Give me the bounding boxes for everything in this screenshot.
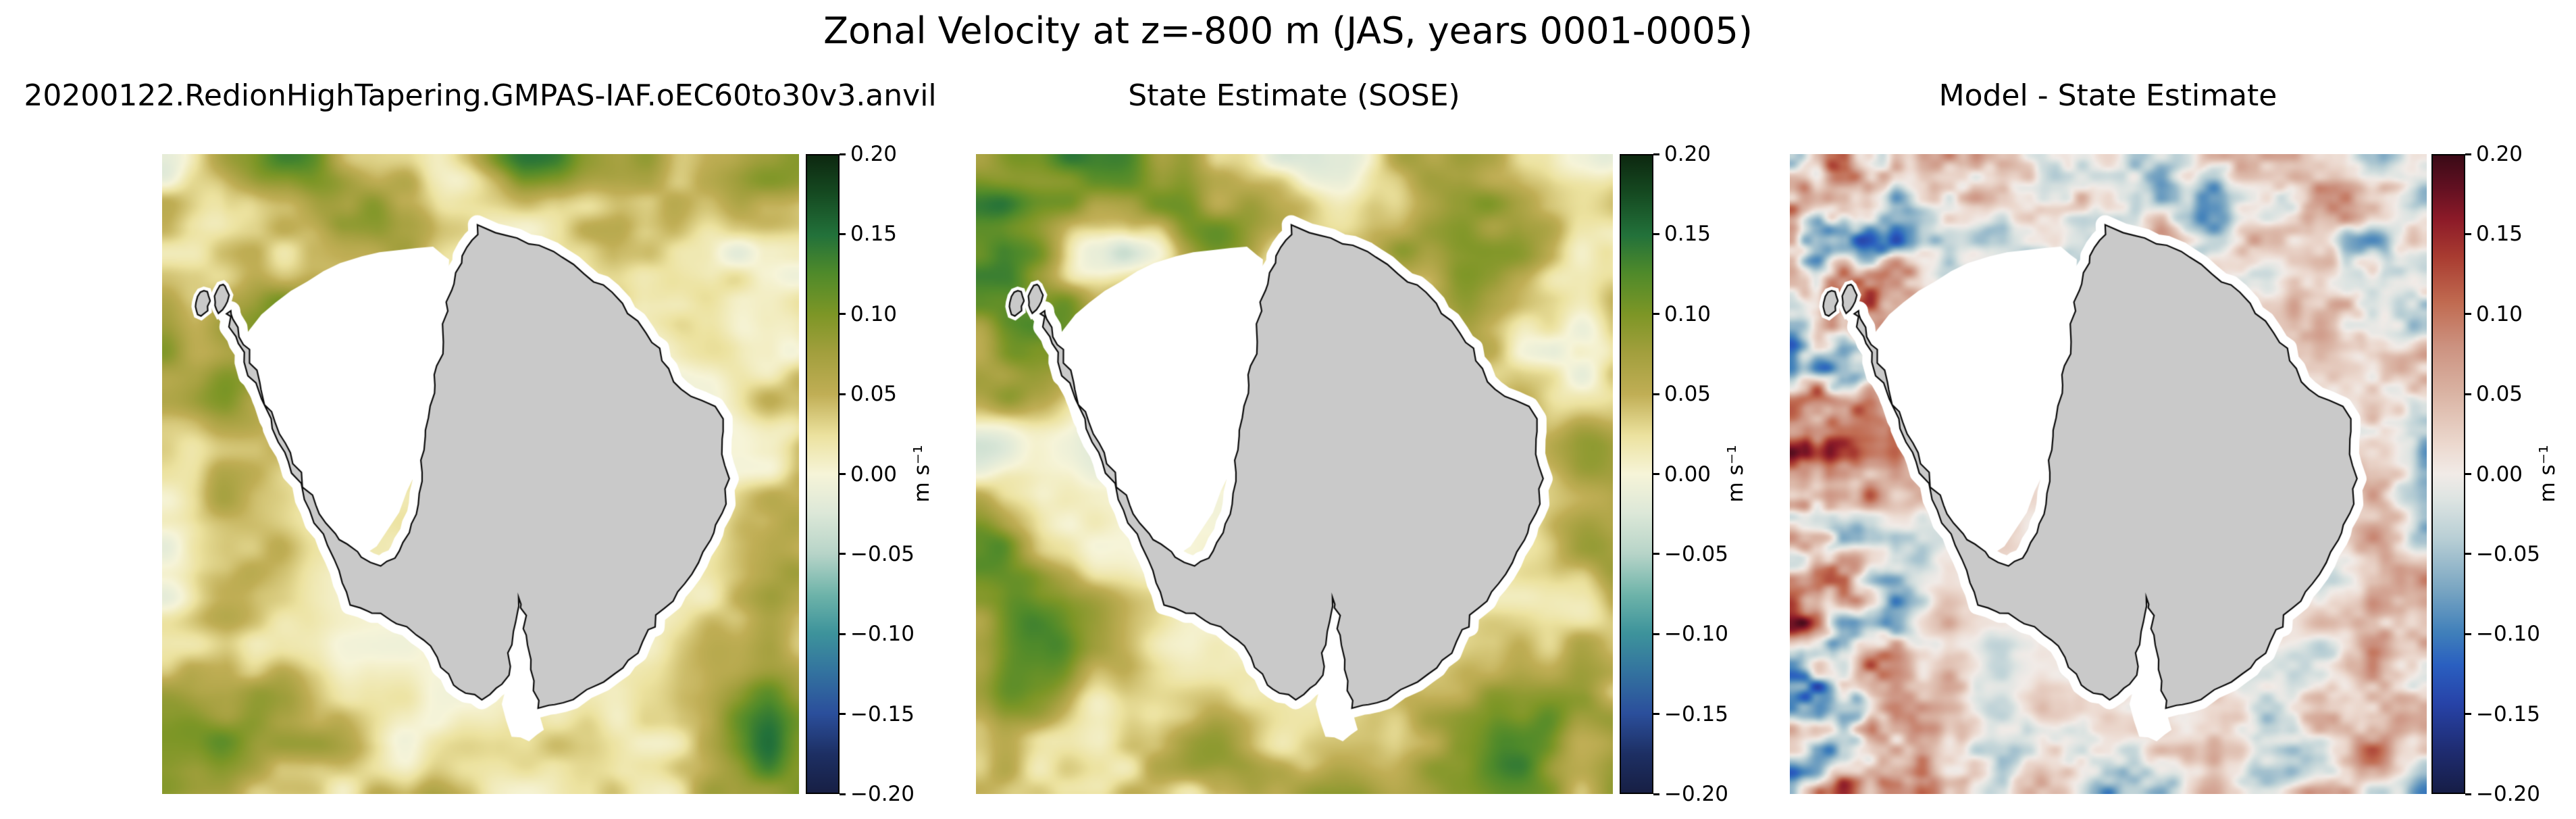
colorbar-tick <box>1653 232 1659 235</box>
colorbar-tick-label: 0.10 <box>850 301 898 326</box>
panel-title-difference: Model - State Estimate <box>1938 78 2277 113</box>
colorbar-tick-label: 0.20 <box>2476 142 2523 166</box>
colorbar-tick-label: −0.20 <box>850 782 915 806</box>
colorbar-tick <box>840 473 846 475</box>
colorbar-tick-label: −0.15 <box>1664 701 1728 726</box>
colorbar-tick <box>2465 713 2471 716</box>
colorbar-sose <box>1620 154 1653 794</box>
colorbar-tick <box>2465 393 2471 395</box>
panel-title-model: 20200122.RedionHighTapering.GMPAS-IAF.oE… <box>24 78 937 113</box>
colorbar-tick <box>1653 473 1659 475</box>
colorbar-tick <box>2465 473 2471 475</box>
colorbar-tick-label: −0.05 <box>2476 541 2540 566</box>
colorbar-tick <box>2465 153 2471 155</box>
colorbar-tick <box>2465 313 2471 316</box>
colorbar-tick-label: 0.00 <box>1664 462 1711 487</box>
colorbar-tick <box>2465 232 2471 235</box>
colorbar-tick-label: 0.00 <box>2476 462 2523 487</box>
map-model-antarctica <box>162 154 799 794</box>
colorbar-tick <box>1653 393 1659 395</box>
colorbar-tick-label: −0.10 <box>850 622 915 647</box>
panel-title-sose: State Estimate (SOSE) <box>1128 78 1460 113</box>
colorbar-tick <box>1653 553 1659 555</box>
colorbar-tick <box>1653 153 1659 155</box>
colorbar-tick <box>840 632 846 635</box>
colorbar-unit-label: m s⁻¹ <box>1724 445 1748 503</box>
colorbar-tick-label: 0.05 <box>2476 382 2523 407</box>
colorbar-tick <box>840 393 846 395</box>
colorbar-tick <box>840 232 846 235</box>
colorbar-tick-label: 0.05 <box>1664 382 1711 407</box>
colorbar-tick <box>840 153 846 155</box>
colorbar-tick-label: 0.15 <box>2476 222 2523 247</box>
colorbar-tick <box>1653 632 1659 635</box>
colorbar-tick <box>2465 793 2471 795</box>
colorbar-tick-label: −0.05 <box>1664 541 1728 566</box>
colorbar-tick-label: −0.20 <box>1664 782 1728 806</box>
colorbar-tick <box>1653 713 1659 716</box>
map-sose-antarctica <box>976 154 1613 794</box>
colorbar-tick-label: −0.05 <box>850 541 915 566</box>
colorbar-tick-label: 0.10 <box>1664 301 1711 326</box>
map-difference-antarctica <box>1790 154 2427 794</box>
colorbar-tick-label: 0.15 <box>1664 222 1711 247</box>
colorbar-tick-label: −0.15 <box>850 701 915 726</box>
colorbar-tick <box>840 793 846 795</box>
colorbar-tick <box>2465 553 2471 555</box>
colorbar-tick <box>2465 632 2471 635</box>
figure-title: Zonal Velocity at z=-800 m (JAS, years 0… <box>823 9 1753 52</box>
colorbar-tick-label: −0.10 <box>1664 622 1728 647</box>
colorbar-tick-label: 0.20 <box>850 142 898 166</box>
colorbar-tick-label: 0.15 <box>850 222 898 247</box>
colorbar-tick-label: −0.15 <box>2476 701 2540 726</box>
colorbar-tick-label: 0.20 <box>1664 142 1711 166</box>
colorbar-tick <box>840 553 846 555</box>
colorbar-tick-label: 0.00 <box>850 462 898 487</box>
colorbar-tick <box>840 313 846 316</box>
colorbar-tick-label: −0.10 <box>2476 622 2540 647</box>
colorbar-tick <box>840 713 846 716</box>
colorbar-tick-label: 0.10 <box>2476 301 2523 326</box>
colorbar-difference <box>2431 154 2465 794</box>
colorbar-tick <box>1653 793 1659 795</box>
colorbar-unit-label: m s⁻¹ <box>910 445 934 503</box>
colorbar-tick <box>1653 313 1659 316</box>
colorbar-unit-label: m s⁻¹ <box>2535 445 2560 503</box>
colorbar-tick-label: 0.05 <box>850 382 898 407</box>
colorbar-tick-label: −0.20 <box>2476 782 2540 806</box>
colorbar-model <box>806 154 840 794</box>
